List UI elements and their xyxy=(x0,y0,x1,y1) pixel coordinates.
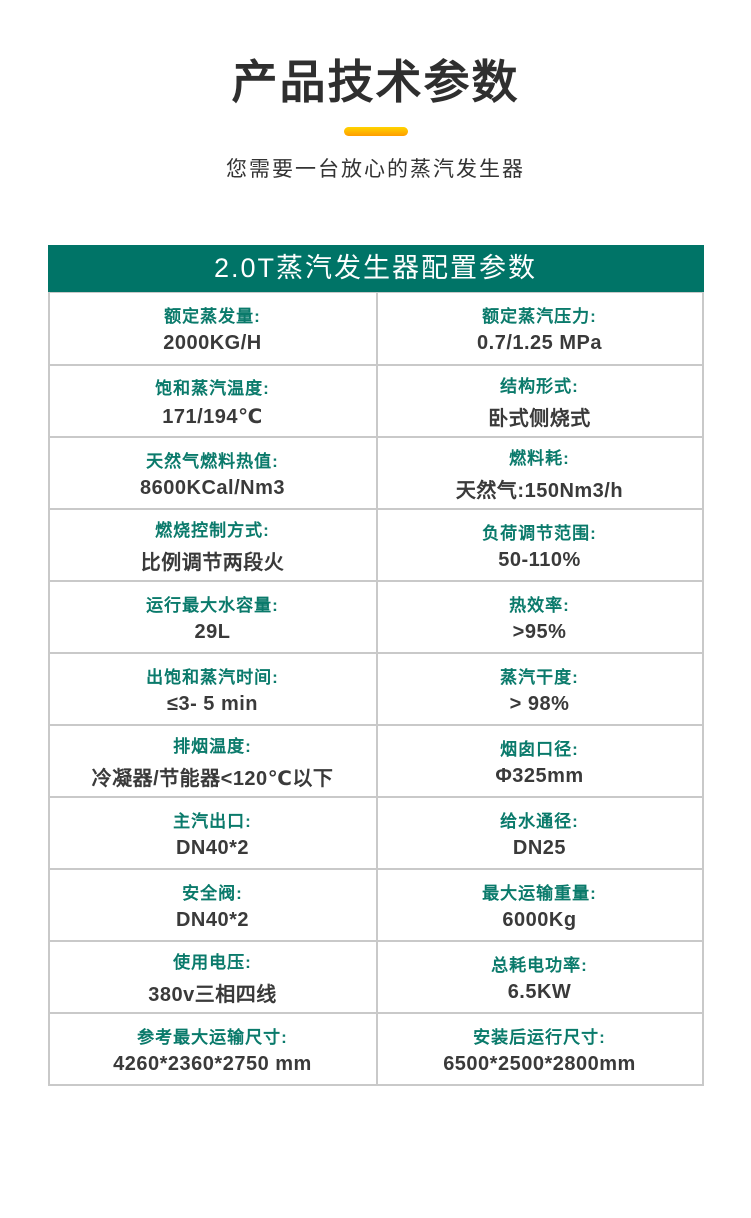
table-row: 出饱和蒸汽时间: ≤3- 5 min 蒸汽干度: > 98% xyxy=(49,652,702,724)
spec-cell-left: 天然气燃料热值: 8600KCal/Nm3 xyxy=(50,438,376,508)
spec-cell-right: 烟囱口径: Φ325mm xyxy=(375,726,702,796)
spec-value: 29L xyxy=(194,620,231,643)
page-title: 产品技术参数 xyxy=(231,56,520,108)
spec-value: 2000KG/H xyxy=(163,332,262,354)
spec-value: 50-110% xyxy=(498,548,581,571)
spec-cell-right: 最大运输重量: 6000Kg xyxy=(375,870,702,940)
page-subtitle: 您需要一台放心的蒸汽发生器 xyxy=(226,158,525,181)
spec-cell-left: 额定蒸发量: 2000KG/H xyxy=(50,293,376,364)
spec-value: 卧式侧烧式 xyxy=(488,407,591,430)
spec-cell-right: 安装后运行尺寸: 6500*2500*2800mm xyxy=(375,1014,702,1084)
spec-value: > 98% xyxy=(509,692,570,715)
spec-label: 主汽出口: xyxy=(173,811,252,831)
spec-label: 蒸汽干度: xyxy=(500,667,579,687)
spec-value: DN40*2 xyxy=(175,836,250,859)
spec-cell-left: 参考最大运输尺寸: 4260*2360*2750 mm xyxy=(50,1014,376,1084)
spec-label: 总耗电功率: xyxy=(491,955,588,975)
spec-label: 饱和蒸汽温度: xyxy=(155,378,270,398)
spec-table-body: 额定蒸发量: 2000KG/H 额定蒸汽压力: 0.7/1.25 MPa 饱和蒸… xyxy=(47,292,704,1086)
spec-label: 参考最大运输尺寸: xyxy=(137,1027,288,1047)
spec-cell-right: 结构形式: 卧式侧烧式 xyxy=(375,366,702,436)
table-row: 排烟温度: 冷凝器/节能器<120℃以下 烟囱口径: Φ325mm xyxy=(49,724,702,796)
spec-cell-left: 排烟温度: 冷凝器/节能器<120℃以下 xyxy=(50,726,376,796)
spec-value: 6000Kg xyxy=(502,908,577,931)
spec-cell-left: 燃烧控制方式: 比例调节两段火 xyxy=(50,510,376,580)
spec-cell-left: 主汽出口: DN40*2 xyxy=(50,798,376,868)
spec-label: 负荷调节范围: xyxy=(482,523,597,543)
spec-value: 0.7/1.25 MPa xyxy=(477,332,602,354)
spec-label: 天然气燃料热值: xyxy=(146,451,279,471)
spec-label: 燃烧控制方式: xyxy=(155,520,270,540)
spec-label: 烟囱口径: xyxy=(500,739,579,759)
spec-value: >95% xyxy=(512,620,567,643)
spec-label: 最大运输重量: xyxy=(482,883,597,903)
table-row: 燃烧控制方式: 比例调节两段火 负荷调节范围: 50-110% xyxy=(49,508,702,580)
table-row: 天然气燃料热值: 8600KCal/Nm3 燃料耗: 天然气:150Nm3/h xyxy=(49,436,702,508)
spec-label: 额定蒸发量: xyxy=(164,307,261,326)
table-row: 参考最大运输尺寸: 4260*2360*2750 mm 安装后运行尺寸: 650… xyxy=(49,1012,702,1084)
spec-cell-left: 运行最大水容量: 29L xyxy=(50,582,376,652)
spec-value: 8600KCal/Nm3 xyxy=(140,476,285,499)
spec-value: 冷凝器/节能器<120℃以下 xyxy=(91,767,334,790)
spec-value: DN25 xyxy=(512,836,567,859)
spec-cell-left: 安全阀: DN40*2 xyxy=(50,870,376,940)
spec-value: 171/194℃ xyxy=(162,405,263,428)
spec-value: Φ325mm xyxy=(495,764,584,787)
spec-cell-left: 出饱和蒸汽时间: ≤3- 5 min xyxy=(50,654,376,724)
spec-cell-right: 蒸汽干度: > 98% xyxy=(375,654,702,724)
spec-value: 6.5KW xyxy=(507,980,572,1003)
spec-label: 运行最大水容量: xyxy=(146,595,279,615)
spec-label: 出饱和蒸汽时间: xyxy=(146,667,279,687)
spec-label: 安装后运行尺寸: xyxy=(473,1027,606,1047)
spec-cell-right: 燃料耗: 天然气:150Nm3/h xyxy=(375,438,702,508)
spec-label: 安全阀: xyxy=(182,883,243,903)
spec-table: 2.0T蒸汽发生器配置参数 额定蒸发量: 2000KG/H 额定蒸汽压力: 0.… xyxy=(47,245,704,1086)
table-row: 运行最大水容量: 29L 热效率: >95% xyxy=(49,580,702,652)
spec-label: 热效率: xyxy=(509,595,570,615)
spec-label: 结构形式: xyxy=(500,376,579,396)
spec-cell-right: 负荷调节范围: 50-110% xyxy=(375,510,702,580)
spec-label: 使用电压: xyxy=(173,952,252,972)
spec-value: 380v三相四线 xyxy=(148,983,277,1006)
spec-value: 比例调节两段火 xyxy=(140,551,285,574)
table-row: 额定蒸发量: 2000KG/H 额定蒸汽压力: 0.7/1.25 MPa xyxy=(49,292,702,364)
spec-label: 燃料耗: xyxy=(509,448,570,468)
spec-label: 给水通径: xyxy=(500,811,579,831)
table-row: 使用电压: 380v三相四线 总耗电功率: 6.5KW xyxy=(49,940,702,1012)
table-row: 饱和蒸汽温度: 171/194℃ 结构形式: 卧式侧烧式 xyxy=(49,364,702,436)
spec-cell-right: 总耗电功率: 6.5KW xyxy=(375,942,702,1012)
spec-value: 4260*2360*2750 mm xyxy=(113,1052,312,1075)
spec-cell-right: 给水通径: DN25 xyxy=(375,798,702,868)
spec-value: ≤3- 5 min xyxy=(166,692,259,715)
spec-cell-right: 热效率: >95% xyxy=(375,582,702,652)
accent-divider-bar xyxy=(343,127,408,136)
table-row: 安全阀: DN40*2 最大运输重量: 6000Kg xyxy=(49,868,702,940)
spec-value: DN40*2 xyxy=(175,908,250,931)
spec-cell-right: 额定蒸汽压力: 0.7/1.25 MPa xyxy=(375,293,702,364)
spec-label: 排烟温度: xyxy=(173,736,252,756)
spec-cell-left: 饱和蒸汽温度: 171/194℃ xyxy=(50,366,376,436)
spec-table-title: 2.0T蒸汽发生器配置参数 xyxy=(47,245,704,292)
table-row: 主汽出口: DN40*2 给水通径: DN25 xyxy=(49,796,702,868)
spec-value: 天然气:150Nm3/h xyxy=(455,479,624,502)
spec-label: 额定蒸汽压力: xyxy=(482,307,597,326)
spec-cell-left: 使用电压: 380v三相四线 xyxy=(50,942,376,1012)
spec-value: 6500*2500*2800mm xyxy=(443,1052,636,1075)
